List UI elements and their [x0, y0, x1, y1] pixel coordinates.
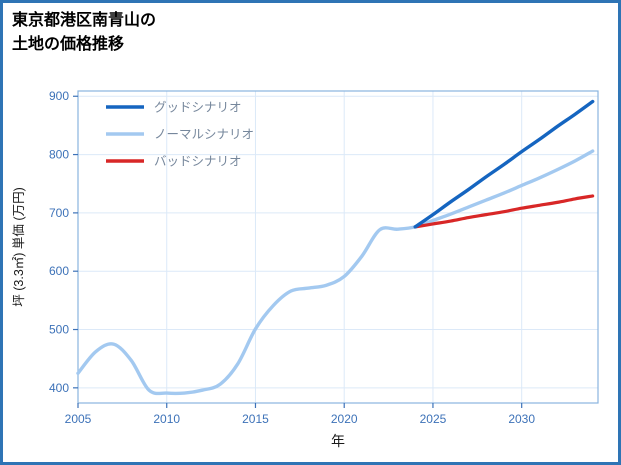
- series-line-normal: [76, 149, 595, 396]
- y-tick-label: 600: [49, 264, 69, 278]
- y-tick-label: 900: [49, 89, 69, 103]
- legend-label-2: バッドシナリオ: [154, 155, 242, 169]
- x-tick-label: 2020: [331, 412, 358, 426]
- y-tick-label: 400: [49, 381, 69, 395]
- series-line-good: [413, 99, 595, 229]
- x-axis-label: 年: [331, 433, 345, 449]
- legend-label-0: グッドシナリオ: [154, 101, 242, 115]
- x-tick-label: 2030: [508, 412, 535, 426]
- x-tick-label: 2015: [242, 412, 269, 426]
- chart-title: 東京都港区南青山の 土地の価格推移: [12, 12, 157, 53]
- y-tick-label: 700: [49, 206, 69, 220]
- legend-label-1: ノーマルシナリオ: [154, 128, 254, 142]
- price-trend-chart: 2005 2010 2015 2020 2025 2030 400 500 600 700 800 9…: [12, 89, 599, 449]
- series-line-bad: [413, 194, 595, 229]
- x-tick-label: 2010: [153, 412, 180, 426]
- y-tick-label: 800: [49, 148, 69, 162]
- plot-border: [77, 90, 599, 404]
- y-axis-label: 坪 (3.3㎡) 単価 (万円): [12, 187, 26, 306]
- x-tick-label: 2005: [65, 412, 92, 426]
- x-tick-label: 2025: [420, 412, 447, 426]
- y-tick-label: 500: [49, 323, 69, 337]
